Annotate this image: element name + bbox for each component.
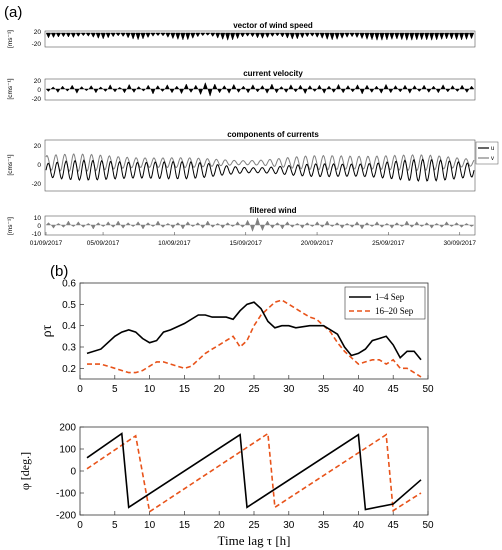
phi-xtick-label: 45 — [388, 520, 400, 531]
rho-ytick-label: 0.6 — [62, 279, 76, 290]
rho-legend-box — [344, 286, 426, 320]
phi-xtick-label: 35 — [318, 520, 330, 531]
wind-vector-ylabel: [ms⁻¹] — [7, 30, 14, 48]
phi-xlabel: Time lag τ [h] — [218, 533, 291, 548]
phi-xtick-label: 40 — [353, 520, 365, 531]
rho-legend-label-1-4-sep: 1–4 Sep — [375, 292, 405, 302]
phi-yticks: -200 -100 0 100 200 — [56, 423, 84, 522]
filtered-wind-title: filtered wind — [249, 206, 296, 215]
rho-ytick-label: 0.4 — [62, 321, 76, 332]
filtered-wind-xtick-label: 20/09/2017 — [301, 240, 334, 247]
phi-xtick-label: 0 — [77, 520, 83, 531]
phi-xtick-label: 30 — [283, 520, 295, 531]
phi-xtick-label: 10 — [144, 520, 156, 531]
rho-xtick-label: 25 — [248, 384, 260, 395]
rho-yticks: 0.2 0.3 0.4 0.5 0.6 — [62, 279, 84, 375]
filtered-wind-frame — [44, 215, 476, 236]
rho-xtick-label: 35 — [318, 384, 330, 395]
filtered-wind-sticks — [45, 217, 475, 233]
wind-vector-plot: vector of wind speed [ms⁻¹] 20 -20 — [7, 21, 476, 48]
phi-xticks: 0 5 10 15 20 25 30 35 40 45 50 — [77, 511, 434, 531]
filtered-wind-plot: filtered wind [ms⁻¹] 10 0 -10 01/09/2017… — [7, 206, 476, 247]
components-legend-u-label: u — [491, 146, 494, 152]
phi-series-1-4-sep — [86, 432, 422, 511]
rho-xtick-label: 45 — [388, 384, 400, 395]
rho-xtick-label: 50 — [422, 384, 434, 395]
components-legend-v-label: v — [491, 156, 494, 162]
rho-ytick-label: 0.5 — [62, 300, 76, 311]
components-ytick-minus20: -20 — [32, 181, 42, 188]
current-velocity-ytick-minus20: -20 — [32, 96, 42, 103]
rho-series-1-4-sep — [86, 301, 422, 361]
filtered-wind-xtick-label: 10/09/2017 — [158, 240, 191, 247]
wind-vector-ytick-minus20: -20 — [32, 41, 42, 48]
filtered-wind-ytick-0: 0 — [37, 223, 41, 230]
rho-ylabel: ρτ — [40, 324, 55, 337]
filtered-wind-ytick-10: 10 — [34, 215, 42, 222]
current-velocity-plot: current velocity [cms⁻¹] 20 0 -20 — [7, 69, 476, 103]
filtered-wind-ylabel: [ms⁻¹] — [7, 217, 14, 235]
phi-ytick-label: 100 — [59, 445, 76, 456]
panel-b-label: (b) — [50, 263, 68, 280]
rho-xtick-label: 30 — [283, 384, 295, 395]
components-frame — [44, 139, 476, 192]
rho-ytick-label: 0.3 — [62, 343, 76, 354]
wind-vector-title: vector of wind speed — [233, 21, 313, 30]
filtered-wind-xticks: 01/09/2017 05/09/2017 10/09/2017 15/09/2017… — [30, 232, 476, 247]
wind-vector-sticks — [45, 32, 475, 42]
components-legend-box — [475, 141, 499, 165]
phi-ylabel: φ [deg.] — [18, 452, 32, 490]
phi-xtick-label: 5 — [112, 520, 118, 531]
phi-ytick-label: 200 — [59, 423, 76, 434]
filtered-wind-xtick-label: 01/09/2017 — [30, 240, 63, 247]
phi-series-16-20-sep — [86, 432, 422, 514]
phi-ytick-label: -100 — [56, 489, 76, 500]
panel-a-label: (a) — [4, 4, 22, 21]
current-velocity-sticks — [45, 81, 475, 97]
filtered-wind-xtick-label: 30/09/2017 — [443, 240, 476, 247]
components-ytick-20: 20 — [34, 143, 42, 150]
wind-vector-frame — [44, 30, 476, 48]
components-title: components of currents — [227, 130, 319, 139]
phi-plot: φ [deg.] -200 -100 0 100 200 0 5 10 15 20 25 30 35 4… — [18, 423, 434, 549]
rho-xtick-label: 10 — [144, 384, 156, 395]
phi-xtick-label: 25 — [248, 520, 260, 531]
rho-series-16-20-sep — [87, 299, 422, 378]
current-velocity-ytick-20: 20 — [34, 78, 42, 85]
rho-legend: 1–4 Sep 16–20 Sep — [344, 286, 426, 320]
rho-xtick-label: 40 — [353, 384, 365, 395]
filtered-wind-xtick-label: 05/09/2017 — [87, 240, 120, 247]
wind-vector-ytick-20: 20 — [34, 29, 42, 36]
phi-xtick-label: 15 — [179, 520, 191, 531]
phi-xtick-label: 20 — [214, 520, 226, 531]
filtered-wind-ytick-minus10: -10 — [32, 231, 42, 238]
current-velocity-ytick-0: 0 — [37, 87, 41, 94]
rho-ytick-label: 0.2 — [62, 364, 76, 375]
components-v-line — [45, 153, 475, 173]
current-velocity-frame — [44, 78, 476, 101]
components-plot: components of currents [cms⁻¹] 20 0 -20 … — [7, 130, 499, 192]
phi-ytick-label: -200 — [56, 511, 76, 522]
filtered-wind-xtick-label: 15/09/2017 — [229, 240, 262, 247]
rho-xtick-label: 20 — [214, 384, 226, 395]
filtered-wind-xtick-label: 25/09/2017 — [372, 240, 405, 247]
components-ylabel: [cms⁻¹] — [7, 154, 14, 175]
phi-ytick-label: 0 — [70, 467, 76, 478]
rho-xtick-label: 5 — [112, 384, 118, 395]
current-velocity-title: current velocity — [243, 69, 303, 78]
rho-plot: ρτ 0.20.30.40.50.6 0 5 10 15 20 25 30 35 40 45 50 … — [40, 279, 434, 396]
rho-xticks: 0 5 10 15 20 25 30 35 40 45 50 — [77, 375, 434, 395]
phi-xtick-label: 50 — [422, 520, 434, 531]
rho-xtick-label: 0 — [77, 384, 83, 395]
components-u-line — [45, 158, 475, 182]
components-legend: u v — [475, 141, 499, 165]
current-velocity-ylabel: [cms⁻¹] — [7, 78, 14, 99]
rho-xtick-label: 15 — [179, 384, 191, 395]
rho-legend-label-16-20-sep: 16–20 Sep — [375, 306, 414, 316]
components-ytick-0: 0 — [37, 162, 41, 169]
